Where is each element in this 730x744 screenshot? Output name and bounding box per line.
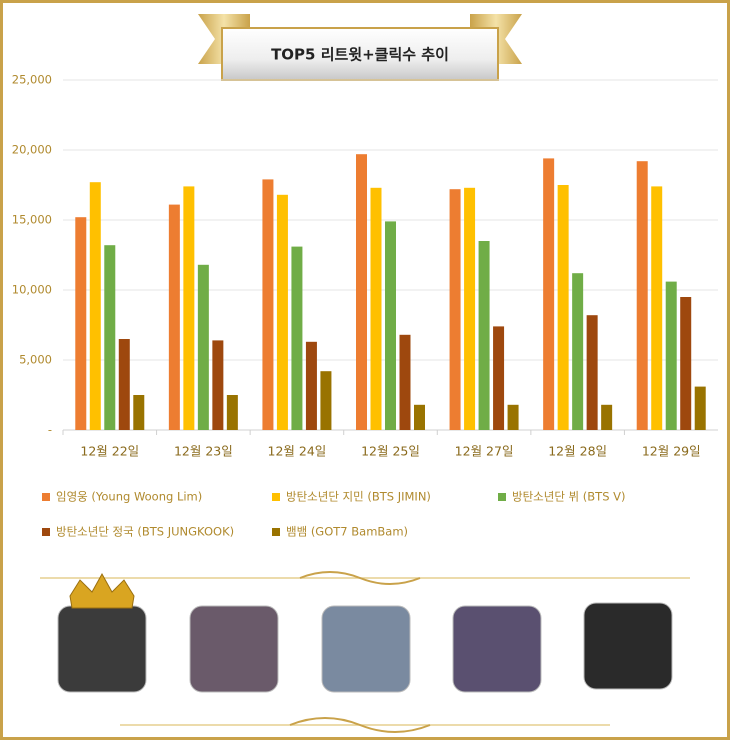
bar [543, 158, 555, 430]
y-tick-label: 25,000 [12, 73, 52, 87]
x-tick-label: 12월 28일 [548, 444, 607, 459]
bar [133, 395, 145, 430]
bar [651, 186, 663, 430]
divider-bottom [120, 717, 610, 733]
bar [694, 386, 706, 430]
bar [305, 341, 317, 430]
x-tick-label: 12월 22일 [80, 444, 139, 459]
legend-label: 방탄소년단 지민 (BTS JIMIN) [286, 490, 431, 504]
title-banner [198, 14, 522, 81]
legend-label: 임영웅 (Young Woong Lim) [56, 490, 202, 504]
bar [636, 161, 648, 430]
legend-label: 방탄소년단 정국 (BTS JUNGKOOK) [56, 525, 234, 539]
bar [586, 315, 598, 430]
legend-label: 방탄소년단 뷔 (BTS V) [512, 490, 626, 504]
x-tick-label: 12월 23일 [174, 444, 233, 459]
bar [557, 185, 569, 430]
bar [478, 241, 490, 430]
bar [370, 187, 382, 430]
bar [399, 334, 411, 430]
y-tick-label: 5,000 [19, 353, 52, 367]
y-tick-label: 15,000 [12, 213, 52, 227]
bar [226, 395, 238, 430]
bar [276, 194, 288, 430]
bar [449, 189, 461, 430]
bar [118, 339, 130, 430]
bar [464, 187, 476, 430]
bar [104, 245, 116, 430]
bar [507, 404, 519, 430]
bar [75, 217, 87, 430]
bar [493, 326, 505, 430]
bar [414, 404, 425, 430]
bar [385, 221, 396, 430]
photos [57, 572, 673, 693]
y-tick-label: - [48, 423, 52, 437]
x-tick-label: 12월 24일 [268, 444, 327, 459]
bar [262, 179, 274, 430]
bar [291, 246, 303, 430]
legend-swatch [42, 493, 50, 501]
divider-top [40, 571, 690, 585]
bar [356, 154, 367, 430]
bar [89, 182, 101, 430]
y-tick-label: 20,000 [12, 143, 52, 157]
bar [680, 297, 692, 430]
legend-swatch [42, 528, 50, 536]
y-tick-label: 10,000 [12, 283, 52, 297]
bar [212, 340, 224, 430]
legend-swatch [272, 528, 280, 536]
chart-title: TOP5 리트윗+클릭수 추이 [271, 46, 449, 64]
legend-swatch [272, 493, 280, 501]
legend-swatch [498, 493, 506, 501]
bar [183, 186, 195, 430]
bar [601, 404, 613, 430]
x-tick-label: 12월 25일 [361, 444, 420, 459]
x-tick-label: 12월 27일 [455, 444, 514, 459]
bar [572, 273, 584, 430]
bar [197, 264, 209, 430]
legend-label: 뱀뱀 (GOT7 BamBam) [286, 525, 408, 539]
bar [168, 204, 180, 430]
bar [320, 371, 332, 430]
bar [665, 281, 677, 430]
x-tick-label: 12월 29일 [642, 444, 701, 459]
